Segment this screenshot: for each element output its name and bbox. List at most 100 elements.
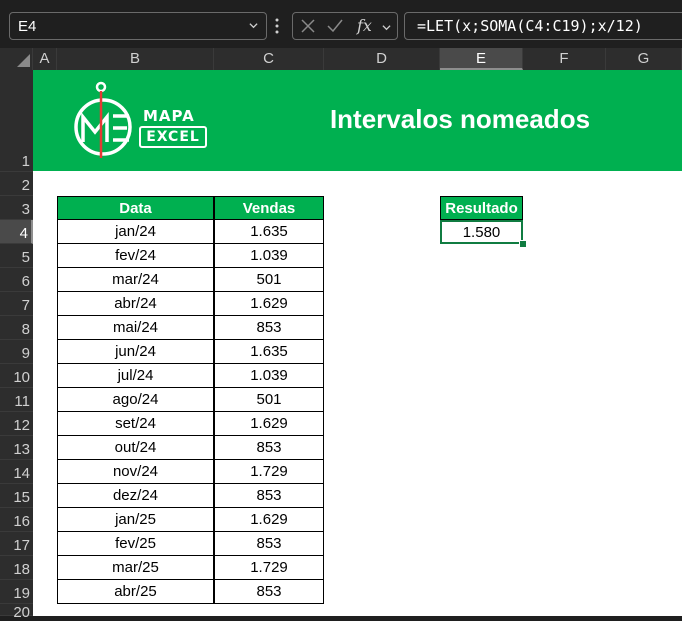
row-number: 12	[13, 417, 30, 434]
row-number: 5	[21, 249, 30, 266]
table-cell-sales[interactable]: 853	[214, 532, 324, 556]
row-number: 14	[13, 465, 30, 482]
more-options-icon[interactable]	[275, 16, 279, 36]
table-cell-date[interactable]: dez/24	[57, 484, 214, 508]
row-header-8[interactable]: 8	[0, 316, 33, 340]
row-header-18[interactable]: 18	[0, 556, 33, 580]
row-header-7[interactable]: 7	[0, 292, 33, 316]
row-header-11[interactable]: 11	[0, 388, 33, 412]
result-cell-e4[interactable]: 1.580	[440, 220, 523, 244]
column-header-g[interactable]: G	[606, 48, 682, 70]
row-number: 20	[13, 604, 30, 621]
column-header-c[interactable]: C	[214, 48, 324, 70]
select-all-icon	[17, 54, 30, 67]
row-header-4[interactable]: 4	[0, 220, 33, 244]
table-cell-sales[interactable]: 1.039	[214, 364, 324, 388]
table-cell-date[interactable]: nov/24	[57, 460, 214, 484]
column-header-d[interactable]: D	[324, 48, 440, 70]
chevron-down-icon[interactable]	[249, 21, 258, 30]
row-header-6[interactable]: 6	[0, 268, 33, 292]
column-header-f[interactable]: F	[523, 48, 606, 70]
table-cell-date[interactable]: mar/25	[57, 556, 214, 580]
formula-text: =LET(x;SOMA(C4:C19);x/12)	[417, 17, 643, 35]
row-number: 19	[13, 585, 30, 602]
table-cell-date[interactable]: abr/25	[57, 580, 214, 604]
row-number: 2	[21, 177, 30, 194]
table-cell-sales[interactable]: 853	[214, 484, 324, 508]
insert-function-icon[interactable]: fx	[357, 16, 372, 35]
row-header-5[interactable]: 5	[0, 244, 33, 268]
row-number: 11	[14, 393, 30, 410]
row-number: 10	[13, 369, 30, 386]
row-number: 18	[13, 561, 30, 578]
table-cell-date[interactable]: out/24	[57, 436, 214, 460]
result-header[interactable]: Resultado	[440, 196, 523, 220]
row-number: 13	[13, 441, 30, 458]
table-cell-sales[interactable]: 1.635	[214, 340, 324, 364]
row-number: 3	[21, 201, 30, 218]
fill-handle[interactable]	[519, 240, 527, 248]
table-header-vendas[interactable]: Vendas	[214, 196, 324, 220]
mapa-excel-logo	[59, 76, 213, 166]
row-number: 16	[13, 513, 30, 530]
column-header-b[interactable]: B	[57, 48, 214, 70]
table-cell-sales[interactable]: 1.729	[214, 460, 324, 484]
row-header-9[interactable]: 9	[0, 340, 33, 364]
table-cell-sales[interactable]: 853	[214, 316, 324, 340]
name-box[interactable]: E4	[9, 12, 267, 40]
table-cell-sales[interactable]: 501	[214, 268, 324, 292]
table-cell-date[interactable]: mar/24	[57, 268, 214, 292]
formula-controls: fx	[292, 12, 398, 40]
table-header-data[interactable]: Data	[57, 196, 214, 220]
row-number: 1	[21, 153, 30, 170]
table-cell-date[interactable]: jan/24	[57, 220, 214, 244]
row-header-17[interactable]: 17	[0, 532, 33, 556]
table-cell-sales[interactable]: 853	[214, 580, 324, 604]
table-cell-sales[interactable]: 853	[214, 436, 324, 460]
table-cell-date[interactable]: jul/24	[57, 364, 214, 388]
table-cell-date[interactable]: mai/24	[57, 316, 214, 340]
row-number: 15	[13, 489, 30, 506]
column-header-a[interactable]: A	[33, 48, 57, 70]
confirm-icon[interactable]	[327, 19, 343, 33]
logo-text-excel: EXCEL	[139, 126, 207, 148]
row-header-14[interactable]: 14	[0, 460, 33, 484]
formula-input[interactable]: =LET(x;SOMA(C4:C19);x/12)	[404, 12, 682, 40]
row-header-13[interactable]: 13	[0, 436, 33, 460]
table-cell-date[interactable]: ago/24	[57, 388, 214, 412]
table-cell-date[interactable]: jun/24	[57, 340, 214, 364]
row-number: 17	[13, 537, 30, 554]
row-header-19[interactable]: 19	[0, 580, 33, 604]
logo-emblem-icon	[74, 81, 132, 158]
column-header-e[interactable]: E	[440, 48, 523, 70]
row-number: 9	[21, 345, 30, 362]
row-header-12[interactable]: 12	[0, 412, 33, 436]
row-number: 7	[21, 297, 30, 314]
chevron-down-icon[interactable]	[382, 23, 391, 32]
row-header-2[interactable]: 2	[0, 172, 33, 196]
row-header-15[interactable]: 15	[0, 484, 33, 508]
row-header-10[interactable]: 10	[0, 364, 33, 388]
row-header-20[interactable]: 20	[0, 604, 33, 621]
table-cell-sales[interactable]: 1.629	[214, 508, 324, 532]
cancel-icon[interactable]	[301, 19, 315, 33]
table-cell-date[interactable]: jan/25	[57, 508, 214, 532]
table-cell-sales[interactable]: 501	[214, 388, 324, 412]
row-header-16[interactable]: 16	[0, 508, 33, 532]
title-banner	[33, 70, 682, 171]
formula-bar: E4 fx =LET(x;SOMA(C4:C19);x/12)	[0, 0, 682, 48]
table-cell-sales[interactable]: 1.729	[214, 556, 324, 580]
table-cell-date[interactable]: fev/25	[57, 532, 214, 556]
table-cell-date[interactable]: set/24	[57, 412, 214, 436]
name-box-value: E4	[18, 18, 37, 35]
table-cell-date[interactable]: abr/24	[57, 292, 214, 316]
table-cell-sales[interactable]: 1.635	[214, 220, 324, 244]
row-number: 6	[21, 273, 30, 290]
table-cell-sales[interactable]: 1.629	[214, 412, 324, 436]
table-cell-date[interactable]: fev/24	[57, 244, 214, 268]
table-cell-sales[interactable]: 1.039	[214, 244, 324, 268]
row-header-3[interactable]: 3	[0, 196, 33, 220]
select-all-corner[interactable]	[0, 48, 33, 70]
row-header-1[interactable]: 1	[0, 70, 33, 172]
table-cell-sales[interactable]: 1.629	[214, 292, 324, 316]
